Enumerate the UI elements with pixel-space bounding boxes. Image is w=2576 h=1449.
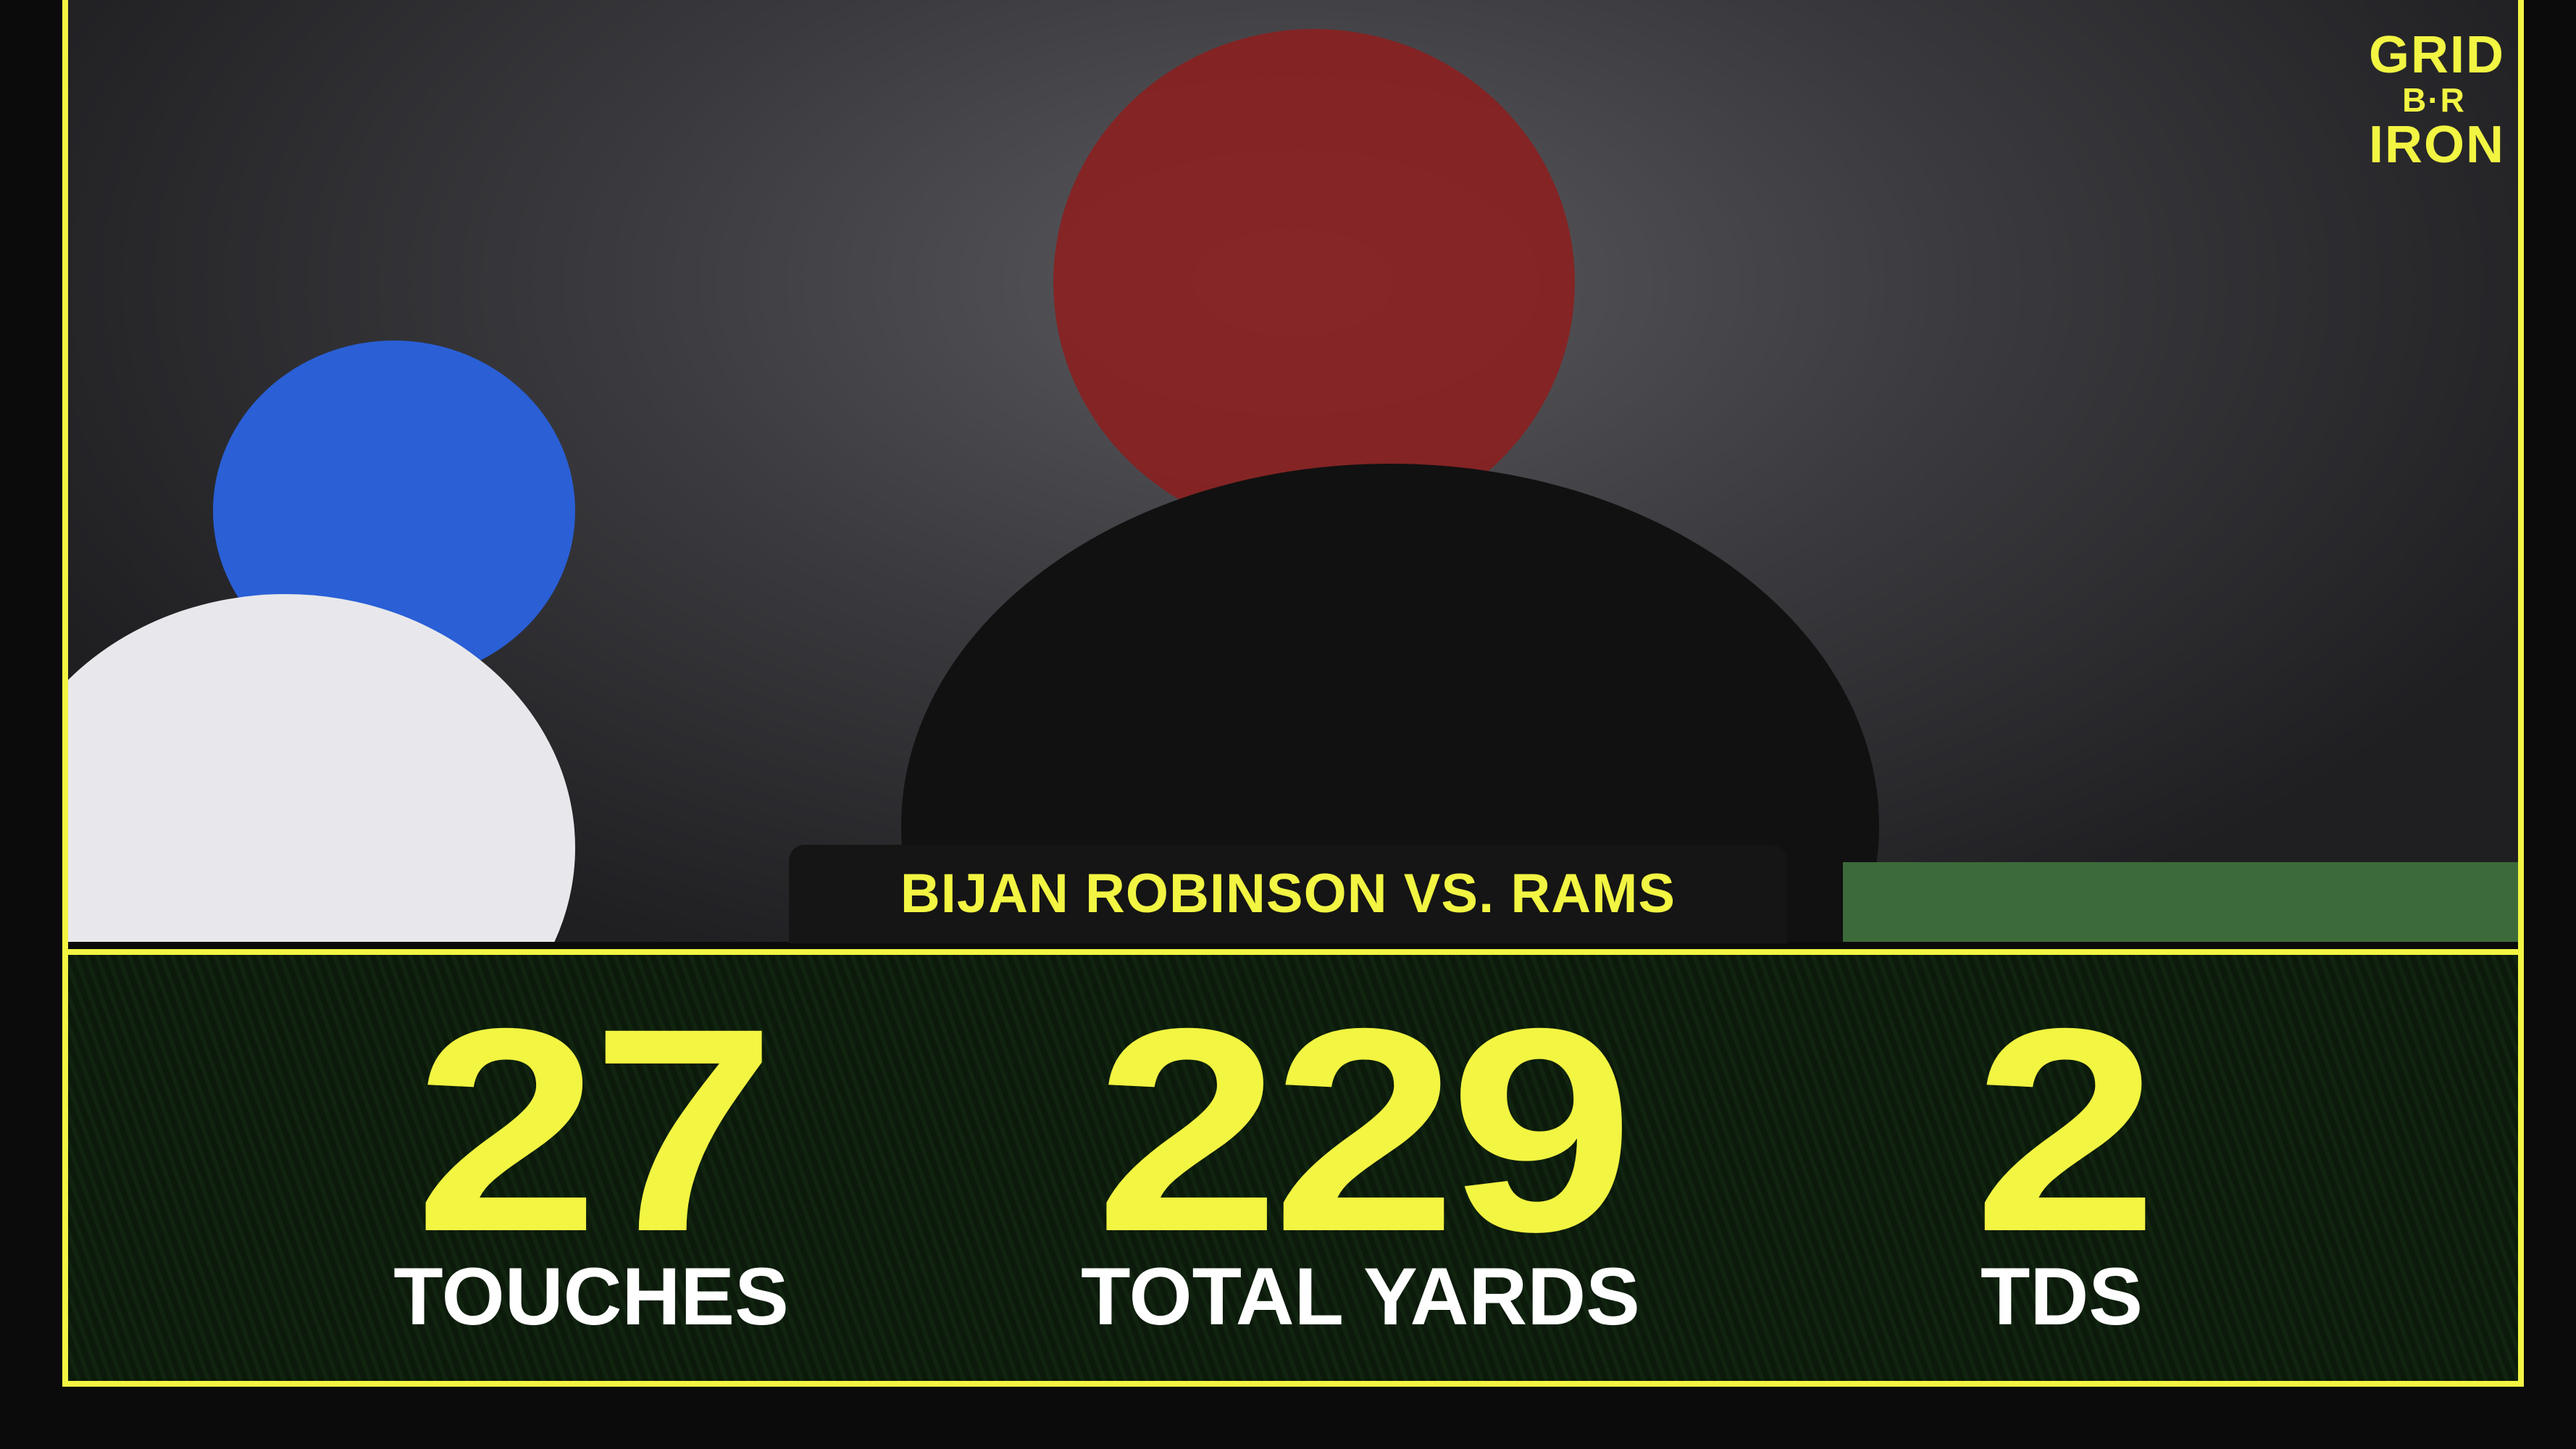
stat-label: TOTAL YARDS bbox=[1081, 1251, 1640, 1342]
caption: BIJAN ROBINSON VS. RAMS bbox=[900, 863, 1676, 924]
stat-label: TOUCHES bbox=[393, 1251, 789, 1342]
stat-value: 2 bbox=[1973, 968, 2159, 1292]
frame bbox=[62, 0, 2524, 1387]
caption-box bbox=[789, 845, 1787, 943]
logo: GRID B·R IRON bbox=[2369, 26, 2505, 174]
stats-panel bbox=[68, 949, 2518, 1387]
stat-value: 27 bbox=[414, 968, 777, 1292]
photo-background bbox=[68, 0, 2518, 942]
logo-line: GRID bbox=[2369, 26, 2505, 84]
stat-value: 229 bbox=[1095, 968, 1634, 1292]
helmet-shape bbox=[1053, 29, 1575, 536]
logo-line: IRON bbox=[2369, 116, 2505, 174]
stat-label: TDS bbox=[1981, 1251, 2143, 1342]
logo-line: B·R bbox=[2402, 81, 2466, 119]
field bbox=[1843, 862, 2518, 942]
